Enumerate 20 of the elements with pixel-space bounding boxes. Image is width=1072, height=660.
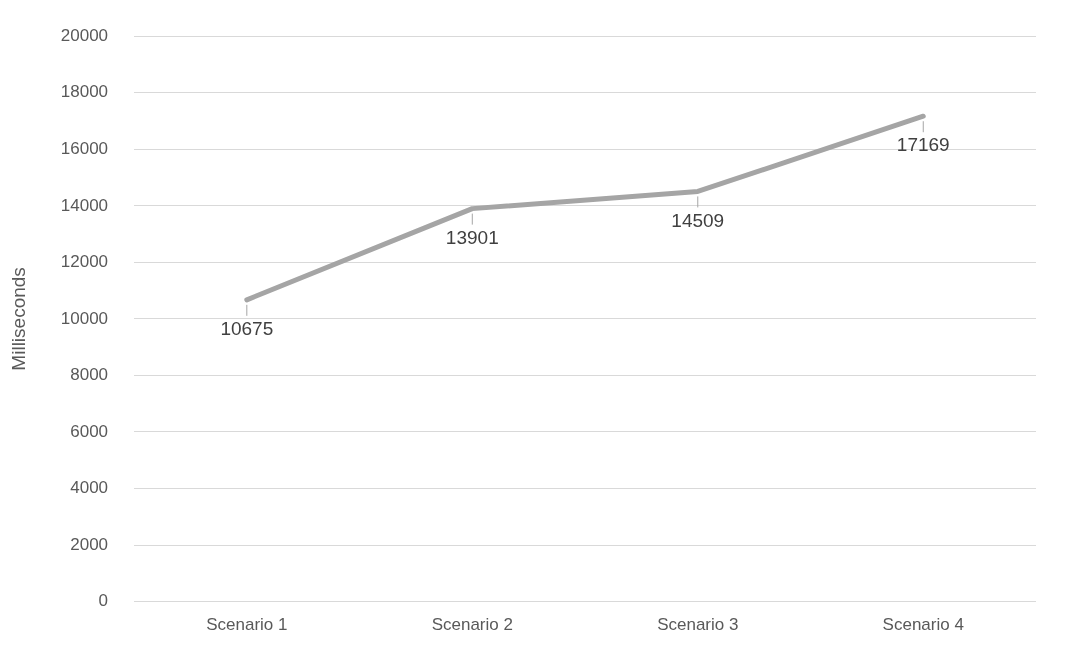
y-tick-label: 12000	[60, 252, 109, 272]
y-tick-label: 14000	[60, 195, 109, 215]
y-tick-label: 16000	[60, 138, 109, 158]
x-tick-label: Scenario 4	[882, 615, 964, 635]
y-tick-label: 10000	[60, 308, 109, 328]
y-tick-label: 8000	[70, 365, 109, 385]
y-axis-title: Milliseconds	[7, 267, 29, 371]
y-tick-label: 2000	[70, 534, 109, 554]
x-tick-label: Scenario 1	[206, 615, 288, 635]
data-label: 13901	[445, 226, 499, 248]
y-tick-label: 0	[98, 591, 109, 611]
x-tick-label: Scenario 2	[431, 615, 513, 635]
y-tick-label: 18000	[60, 82, 109, 102]
data-label: 14509	[671, 209, 725, 231]
data-label: 17169	[896, 134, 950, 156]
data-label: 10675	[220, 318, 274, 340]
x-tick-label: Scenario 3	[657, 615, 739, 635]
y-tick-label: 20000	[60, 25, 109, 45]
y-tick-label: 6000	[70, 421, 109, 441]
y-tick-label: 4000	[70, 478, 109, 498]
